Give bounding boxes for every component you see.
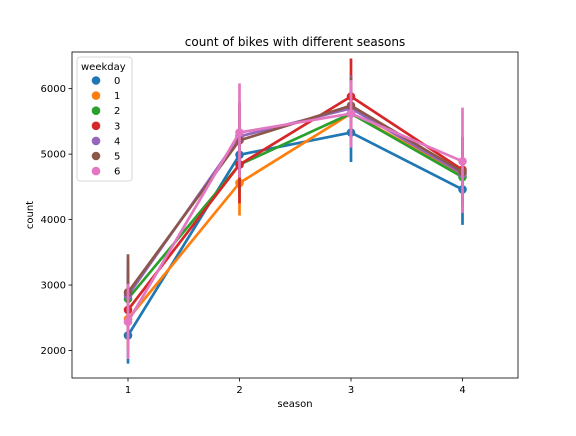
legend-marker: [91, 166, 101, 176]
legend-title: weekday: [81, 62, 126, 73]
legend-label: 2: [114, 106, 120, 117]
legend-marker: [91, 106, 101, 115]
data-point: [346, 109, 356, 118]
plot-frame: [71, 51, 519, 379]
legend-label: 1: [114, 91, 120, 102]
legend: weekday 0 1 2 3 4 5 6: [76, 56, 133, 182]
series-line: [126, 95, 464, 311]
legend-items: 0 1 2 3 4 5 6: [91, 76, 120, 178]
series-1: [123, 88, 467, 348]
x-tick-label: 2: [236, 385, 242, 396]
legend-label: 6: [114, 167, 120, 178]
x-tick-label: 3: [348, 385, 354, 396]
legend-marker: [91, 151, 101, 161]
y-tick-label: 4000: [41, 215, 66, 226]
legend-label: 3: [114, 121, 120, 132]
series-line: [126, 104, 464, 294]
series-6: [123, 80, 467, 360]
series-5: [123, 76, 467, 327]
legend-box: [76, 56, 133, 182]
chart-title: count of bikes with different seasons: [185, 35, 405, 49]
series-line: [126, 112, 464, 300]
series-4: [123, 75, 467, 328]
legend-marker: [91, 136, 101, 146]
legend-marker: [91, 76, 101, 85]
y-tick-label: 2000: [41, 346, 66, 357]
series-3: [123, 58, 467, 338]
series-line: [126, 112, 464, 323]
legend-marker: [91, 121, 101, 131]
y-tick-label: 3000: [41, 281, 66, 292]
data-point: [458, 157, 467, 166]
legend-label: 0: [114, 76, 120, 87]
data-point: [123, 317, 133, 327]
x-tick-label: 1: [125, 385, 131, 396]
x-axis: 1 2 3 4: [125, 378, 466, 396]
legend-label: 5: [114, 152, 120, 163]
y-tick-label: 5000: [41, 150, 66, 161]
x-tick-label: 4: [459, 385, 465, 396]
y-axis: 2000 3000 4000 5000 6000: [41, 84, 72, 357]
y-tick-label: 6000: [41, 84, 66, 95]
x-axis-label: season: [277, 399, 312, 410]
legend-marker: [91, 91, 101, 100]
data-point: [235, 128, 244, 137]
plot-content: [123, 58, 467, 364]
series-line: [126, 131, 464, 337]
y-axis-label: count: [25, 201, 36, 229]
legend-label: 4: [114, 136, 120, 147]
